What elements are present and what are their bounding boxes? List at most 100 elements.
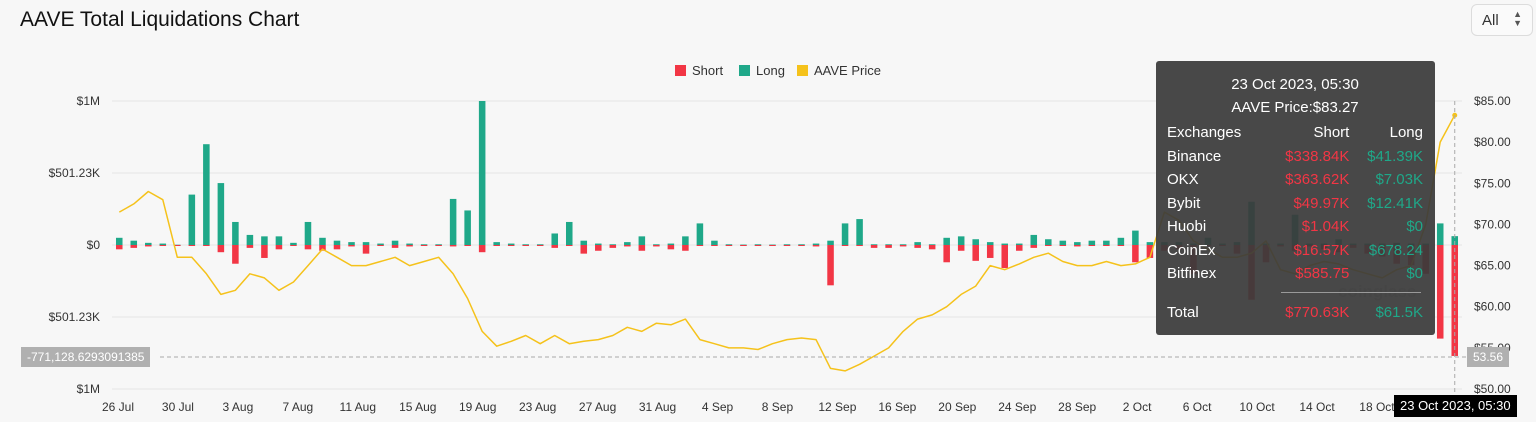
long-bar[interactable] <box>841 223 849 245</box>
short-bar[interactable] <box>1117 245 1125 246</box>
short-bar[interactable] <box>261 245 268 258</box>
long-bar[interactable] <box>725 244 733 246</box>
long-bar[interactable] <box>856 219 863 245</box>
short-bar[interactable] <box>464 245 471 246</box>
short-bar[interactable] <box>493 245 500 246</box>
long-bar[interactable] <box>885 244 892 246</box>
short-bar[interactable] <box>304 245 312 250</box>
long-bar[interactable] <box>1451 236 1459 245</box>
long-bar[interactable] <box>943 237 950 245</box>
long-bar[interactable] <box>972 239 979 245</box>
short-bar[interactable] <box>580 245 588 254</box>
short-bar[interactable] <box>827 245 834 286</box>
short-bar[interactable] <box>711 245 718 246</box>
short-bar[interactable] <box>682 245 689 251</box>
short-bar[interactable] <box>595 245 602 251</box>
short-bar[interactable] <box>1030 245 1038 248</box>
short-bar[interactable] <box>217 245 225 253</box>
short-bar[interactable] <box>551 245 559 248</box>
short-bar[interactable] <box>406 245 413 247</box>
long-bar[interactable] <box>957 236 965 245</box>
long-bar[interactable] <box>536 244 544 246</box>
long-bar[interactable] <box>1436 223 1444 245</box>
short-bar[interactable] <box>899 245 907 247</box>
short-bar[interactable] <box>188 245 196 246</box>
long-bar[interactable] <box>362 242 370 245</box>
long-bar[interactable] <box>377 243 384 245</box>
short-bar[interactable] <box>624 245 631 247</box>
long-bar[interactable] <box>159 243 167 245</box>
long-bar[interactable] <box>1015 243 1023 245</box>
long-bar[interactable] <box>217 183 225 245</box>
long-bar[interactable] <box>914 242 921 245</box>
long-bar[interactable] <box>1132 230 1139 245</box>
long-bar[interactable] <box>1001 243 1009 245</box>
short-bar[interactable] <box>928 245 936 250</box>
short-bar[interactable] <box>478 245 486 253</box>
long-bar[interactable] <box>493 242 500 245</box>
short-bar[interactable] <box>696 245 704 246</box>
short-bar[interactable] <box>841 245 849 246</box>
long-bar[interactable] <box>667 243 675 245</box>
short-bar[interactable] <box>957 245 965 251</box>
short-bar[interactable] <box>812 245 820 247</box>
short-bar[interactable] <box>870 245 878 248</box>
long-bar[interactable] <box>609 244 617 246</box>
long-bar[interactable] <box>319 237 326 245</box>
range-select[interactable]: All ▲ ▼ <box>1471 4 1533 36</box>
short-bar[interactable] <box>565 245 573 246</box>
short-bar[interactable] <box>798 245 805 246</box>
short-bar[interactable] <box>914 245 921 248</box>
short-bar[interactable] <box>159 245 167 246</box>
short-bar[interactable] <box>885 245 892 248</box>
short-bar[interactable] <box>1088 245 1096 246</box>
long-bar[interactable] <box>290 242 297 245</box>
short-bar[interactable] <box>145 245 152 247</box>
long-bar[interactable] <box>145 242 152 245</box>
short-bar[interactable] <box>174 245 181 246</box>
short-bar[interactable] <box>290 245 297 246</box>
short-bar[interactable] <box>1436 245 1444 339</box>
short-bar[interactable] <box>754 245 762 246</box>
long-bar[interactable] <box>130 240 138 245</box>
long-bar[interactable] <box>754 244 762 246</box>
long-bar[interactable] <box>711 240 718 245</box>
short-bar[interactable] <box>653 245 660 247</box>
long-bar[interactable] <box>580 240 588 245</box>
short-bar[interactable] <box>275 245 283 250</box>
short-bar[interactable] <box>246 245 254 248</box>
short-bar[interactable] <box>333 245 341 250</box>
long-bar[interactable] <box>464 210 471 245</box>
short-bar[interactable] <box>507 245 515 246</box>
short-bar[interactable] <box>536 245 544 246</box>
long-bar[interactable] <box>565 221 573 245</box>
long-bar[interactable] <box>391 240 399 245</box>
short-bar[interactable] <box>856 245 863 246</box>
long-bar[interactable] <box>188 194 196 245</box>
long-bar[interactable] <box>478 101 486 245</box>
short-bar[interactable] <box>435 245 442 246</box>
long-bar[interactable] <box>507 243 515 245</box>
long-bar[interactable] <box>420 244 428 246</box>
short-bar[interactable] <box>1045 245 1052 246</box>
long-bar[interactable] <box>986 242 994 245</box>
long-bar[interactable] <box>682 236 689 245</box>
long-bar[interactable] <box>348 242 355 245</box>
long-bar[interactable] <box>115 237 123 245</box>
long-bar[interactable] <box>638 236 646 245</box>
long-bar[interactable] <box>1103 240 1110 245</box>
long-bar[interactable] <box>522 244 529 246</box>
long-bar[interactable] <box>653 244 660 246</box>
short-bar[interactable] <box>522 245 529 246</box>
short-bar[interactable] <box>609 245 617 248</box>
short-bar[interactable] <box>391 245 399 248</box>
short-bar[interactable] <box>943 245 950 263</box>
long-bar[interactable] <box>333 240 341 245</box>
long-bar[interactable] <box>449 198 457 245</box>
short-bar[interactable] <box>232 245 239 264</box>
long-bar[interactable] <box>1074 242 1081 245</box>
short-bar[interactable] <box>203 245 210 246</box>
short-bar[interactable] <box>986 245 994 258</box>
long-bar[interactable] <box>899 244 907 246</box>
long-bar[interactable] <box>1117 237 1125 245</box>
